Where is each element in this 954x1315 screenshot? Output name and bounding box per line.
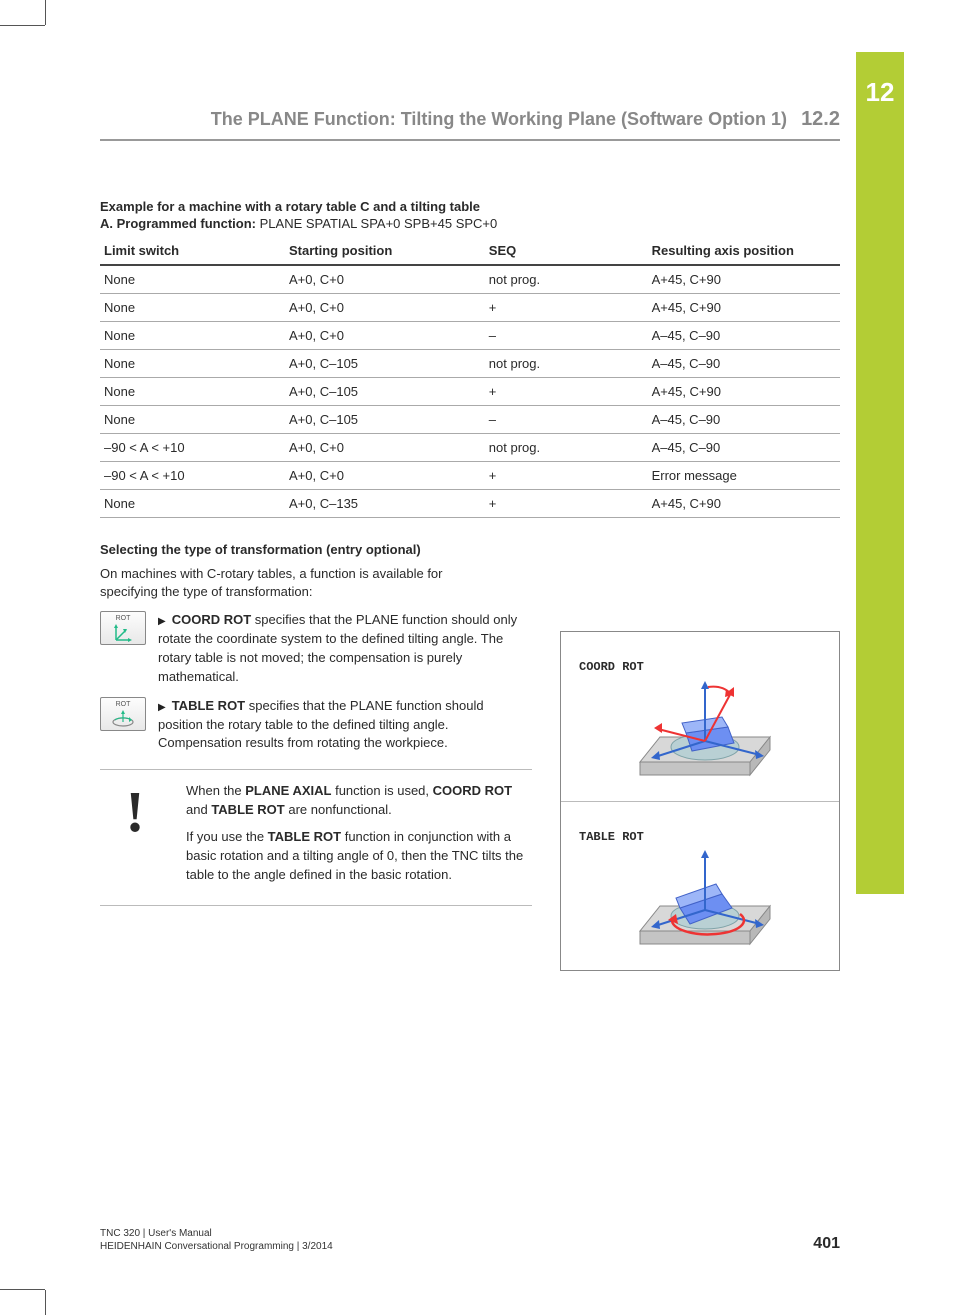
table-row: NoneA+0, C+0–A–45, C–90: [100, 322, 840, 350]
table-cell: A–45, C–90: [648, 322, 840, 350]
table-cell: A+0, C–105: [285, 350, 485, 378]
table-cell: +: [485, 490, 648, 518]
softkey-table-rot-icon: ROT: [100, 697, 146, 731]
table-header: Resulting axis position: [648, 237, 840, 265]
table-cell: +: [485, 462, 648, 490]
table-row: NoneA+0, C–105not prog.A–45, C–90: [100, 350, 840, 378]
bullet-bold: COORD ROT: [172, 612, 251, 627]
diagram-box: COORD ROT: [560, 631, 840, 971]
table-cell: A+45, C+90: [648, 378, 840, 406]
bullet-table-rot: ROT ▶TABLE ROT specifies that the PLANE …: [100, 697, 532, 754]
table-cell: not prog.: [485, 350, 648, 378]
table-header: SEQ: [485, 237, 648, 265]
lower-columns: ROT ▶COORD ROT specifies that the PLANE …: [100, 611, 840, 971]
note-paragraph-1: When the PLANE AXIAL function is used, C…: [186, 782, 532, 820]
left-column: ROT ▶COORD ROT specifies that the PLANE …: [100, 611, 532, 971]
crop-mark: [45, 0, 46, 25]
axes-icon: [112, 624, 134, 642]
bullet-coord-rot: ROT ▶COORD ROT specifies that the PLANE …: [100, 611, 532, 686]
table-cell: None: [100, 265, 285, 294]
footer-line1: TNC 320 | User's Manual: [100, 1227, 333, 1240]
crop-mark: [45, 1290, 46, 1315]
table-cell: A+0, C+0: [285, 265, 485, 294]
table-cell: None: [100, 294, 285, 322]
table-cell: A–45, C–90: [648, 350, 840, 378]
softkey-coord-rot-icon: ROT: [100, 611, 146, 645]
note-paragraph-2: If you use the TABLE ROT function in con…: [186, 828, 532, 885]
table-cell: A+45, C+90: [648, 294, 840, 322]
table-row: –90 < A < +10A+0, C+0+Error message: [100, 462, 840, 490]
table-cell: A+45, C+90: [648, 265, 840, 294]
table-cell: None: [100, 490, 285, 518]
diagram-label: TABLE ROT: [579, 830, 644, 844]
table-header: Starting position: [285, 237, 485, 265]
diagram-label: COORD ROT: [579, 660, 644, 674]
example-caption-line1: Example for a machine with a rotary tabl…: [100, 199, 840, 214]
exclamation-icon: !: [100, 782, 170, 892]
right-column: COORD ROT: [560, 611, 840, 971]
note-text: When the PLANE AXIAL function is used, C…: [186, 782, 532, 892]
table-cell: +: [485, 378, 648, 406]
rotary-icon: [109, 710, 137, 728]
section-title: The PLANE Function: Tilting the Working …: [211, 109, 787, 130]
table-cell: –90 < A < +10: [100, 434, 285, 462]
table-cell: not prog.: [485, 434, 648, 462]
axis-table: Limit switchStarting positionSEQResultin…: [100, 237, 840, 518]
intro-text: On machines with C-rotary tables, a func…: [100, 565, 500, 601]
table-cell: A+0, C–105: [285, 378, 485, 406]
table-cell: –90 < A < +10: [100, 462, 285, 490]
table-cell: None: [100, 406, 285, 434]
table-row: NoneA+0, C–105–A–45, C–90: [100, 406, 840, 434]
page-footer: TNC 320 | User's Manual HEIDENHAIN Conve…: [100, 1227, 840, 1253]
table-cell: A–45, C–90: [648, 434, 840, 462]
table-row: NoneA+0, C–135+A+45, C+90: [100, 490, 840, 518]
table-cell: A+0, C+0: [285, 322, 485, 350]
bullet-text: ▶COORD ROT specifies that the PLANE func…: [158, 611, 532, 686]
table-cell: A+0, C+0: [285, 294, 485, 322]
table-cell: not prog.: [485, 265, 648, 294]
footer-meta: TNC 320 | User's Manual HEIDENHAIN Conve…: [100, 1227, 333, 1253]
table-row: NoneA+0, C+0+A+45, C+90: [100, 294, 840, 322]
table-cell: A+0, C+0: [285, 462, 485, 490]
table-cell: A+0, C–135: [285, 490, 485, 518]
caption-code: PLANE SPATIAL SPA+0 SPB+45 SPC+0: [260, 216, 498, 231]
crop-mark: [0, 1289, 45, 1290]
chapter-tab: 12: [856, 52, 904, 894]
softkey-label: ROT: [116, 701, 131, 708]
example-caption-line2: A. Programmed function: PLANE SPATIAL SP…: [100, 216, 840, 231]
table-cell: None: [100, 322, 285, 350]
diagram-coord-rot: COORD ROT: [561, 632, 839, 801]
table-cell: A–45, C–90: [648, 406, 840, 434]
chapter-number: 12: [856, 52, 904, 108]
table-row: NoneA+0, C+0not prog.A+45, C+90: [100, 265, 840, 294]
table-row: NoneA+0, C–105+A+45, C+90: [100, 378, 840, 406]
subheading: Selecting the type of transformation (en…: [100, 542, 840, 557]
note-box: ! When the PLANE AXIAL function is used,…: [100, 769, 532, 905]
table-cell: A+45, C+90: [648, 490, 840, 518]
table-header: Limit switch: [100, 237, 285, 265]
table-cell: –: [485, 322, 648, 350]
page-content: The PLANE Function: Tilting the Working …: [100, 108, 840, 971]
table-cell: None: [100, 350, 285, 378]
triangle-bullet-icon: ▶: [158, 701, 166, 716]
table-row: –90 < A < +10A+0, C+0not prog.A–45, C–90: [100, 434, 840, 462]
section-number: 12.2: [801, 108, 840, 131]
table-cell: Error message: [648, 462, 840, 490]
table-cell: A+0, C+0: [285, 434, 485, 462]
section-header: The PLANE Function: Tilting the Working …: [100, 108, 840, 141]
triangle-bullet-icon: ▶: [158, 615, 166, 630]
softkey-label: ROT: [116, 615, 131, 622]
table-cell: +: [485, 294, 648, 322]
caption-prefix: A. Programmed function:: [100, 216, 260, 231]
bullet-text: ▶TABLE ROT specifies that the PLANE func…: [158, 697, 532, 754]
footer-line2: HEIDENHAIN Conversational Programming | …: [100, 1240, 333, 1253]
diagram-table-rot: TABLE ROT: [561, 801, 839, 970]
table-cell: None: [100, 378, 285, 406]
table-cell: –: [485, 406, 648, 434]
crop-mark: [0, 25, 45, 26]
page-number: 401: [813, 1235, 840, 1253]
table-cell: A+0, C–105: [285, 406, 485, 434]
bullet-bold: TABLE ROT: [172, 698, 245, 713]
